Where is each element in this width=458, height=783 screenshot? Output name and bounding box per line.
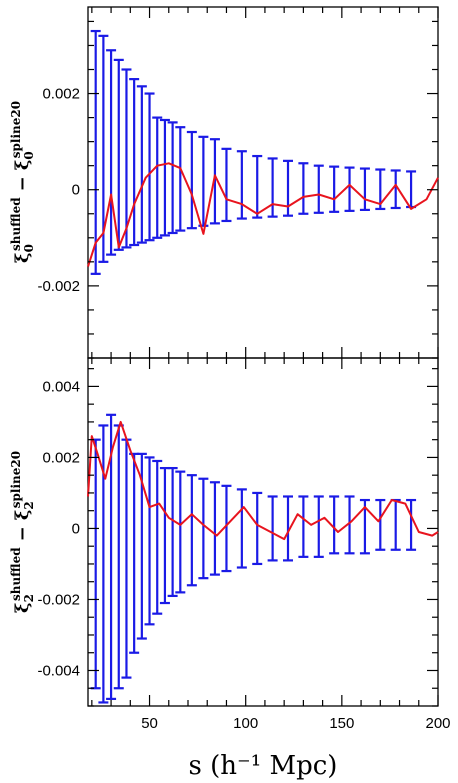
bottom-errorbar-25 [375,498,386,551]
top-errorbar-22 [329,165,340,213]
bottom-errorbar-8 [152,459,163,615]
top-axes: -0.002 0 0.002 [37,7,439,359]
bottom-errorbar-20 [298,495,309,558]
bottom-ylabel-sup-2: spline20 [9,451,23,508]
top-ylabel: ξ0shuffled−ξ0spline20 [9,101,36,263]
top-ytick-label-2: 0.002 [42,86,80,103]
top-errorbar-17 [252,154,263,219]
top-errorbar-26 [390,169,401,210]
bottom-errorbar-26 [390,498,401,551]
top-errorbar-24 [359,167,370,212]
top-errorbar-20 [298,162,309,215]
top-ylabel-sym-1: ξ [12,252,33,263]
bottom-ytick-label-4: 0.004 [42,378,80,395]
x-axis-label: s (h⁻¹ Mpc) [189,751,338,781]
top-errorbar-23 [344,166,355,212]
bottom-xtick-label-0: 50 [141,715,158,732]
top-ylabel-sym-2: ξ [12,160,33,171]
top-errorbar-1 [98,34,109,263]
bottom-errorbar-16 [236,488,247,569]
bottom-ytick-label-2: 0 [72,520,80,537]
bottom-errorbar-15 [221,484,232,573]
bottom-errorbar-24 [359,498,370,555]
bottom-errorbar-2 [106,413,117,700]
top-errorbar-16 [236,150,247,220]
bottom-errorbars [90,413,417,704]
bottom-ylabel-sym-1: ξ [12,602,33,613]
bottom-ytick-label-3: 0.002 [42,449,80,466]
bottom-errorbar-10 [167,466,178,598]
top-errorbar-4 [121,68,132,249]
bottom-ylabel-sup-1: shuffled [9,547,23,601]
bottom-errorbar-4 [121,438,132,679]
bottom-errorbar-14 [209,481,220,576]
top-ylabel-sub-1: 0 [22,244,36,252]
top-ylabel-text: ξ0shuffled−ξ0spline20 [9,101,36,263]
top-errorbar-2 [106,49,117,256]
bottom-ytick-label-1: -0.002 [37,591,80,608]
bottom-errorbar-7 [144,456,155,626]
bottom-errorbar-21 [313,495,324,558]
top-ytick-label-1: 0 [72,182,80,199]
bottom-errorbar-13 [198,477,209,580]
bottom-ylabel-minus: − [12,526,33,541]
top-errorbar-12 [186,130,197,230]
bottom-ytick-label-0: -0.004 [37,662,80,679]
bottom-errorbar-9 [159,466,170,605]
bottom-ylabel-sub-1: 2 [22,594,36,602]
top-errorbar-8 [152,116,163,239]
top-errorbar-14 [209,138,220,225]
bottom-xtick-label-2: 150 [329,715,354,732]
bottom-ylabel-sub-2: 2 [22,501,36,509]
bottom-xtick-label-1: 100 [233,715,258,732]
bottom-errorbar-18 [267,495,278,562]
top-errorbars [90,29,417,275]
top-errorbar-10 [167,121,178,235]
top-errorbar-21 [313,164,324,214]
bottom-errorbar-5 [129,452,140,654]
bottom-errorbar-22 [329,495,340,555]
bottom-errorbar-3 [113,424,124,690]
top-plot-frame [87,6,439,359]
top-errorbar-6 [136,85,147,244]
top-ylabel-sub-2: 0 [22,151,36,159]
bottom-errorbar-1 [98,424,109,704]
top-errorbar-15 [221,147,232,223]
bottom-ylabel: ξ2shuffled−ξ2spline20 [9,451,36,613]
bottom-xtick-label-3: 200 [425,715,450,732]
bottom-errorbar-17 [252,491,263,566]
top-errorbar-0 [90,29,101,275]
top-errorbar-11 [175,126,186,232]
top-errorbar-9 [159,118,170,237]
top-errorbar-7 [144,92,155,242]
top-errorbar-18 [267,157,278,218]
bottom-curve-group [87,420,439,541]
bottom-errorbar-12 [186,474,197,587]
bottom-errorbar-19 [283,495,293,562]
top-ylabel-minus: − [12,176,33,191]
bottom-curve-0 [87,420,439,541]
bottom-ylabel-sym-2: ξ [12,510,33,521]
top-curve-0 [87,162,439,267]
bottom-plot-frame [87,357,439,707]
top-errorbar-25 [375,168,386,211]
top-ylabel-sup-1: shuffled [9,197,23,251]
top-ylabel-sup-2: spline20 [9,101,23,158]
top-ytick-label-0: -0.002 [37,278,80,295]
bottom-errorbar-11 [175,470,186,594]
top-errorbar-5 [129,78,140,247]
top-curve-group [87,162,439,267]
top-errorbar-3 [113,58,124,251]
bottom-axes: -0.004 -0.002 0 0.002 0.004 50 100 150 200 [37,358,451,732]
bottom-errorbar-27 [406,498,417,551]
bottom-ylabel-text: ξ2shuffled−ξ2spline20 [9,451,36,613]
bottom-errorbar-23 [344,495,355,555]
